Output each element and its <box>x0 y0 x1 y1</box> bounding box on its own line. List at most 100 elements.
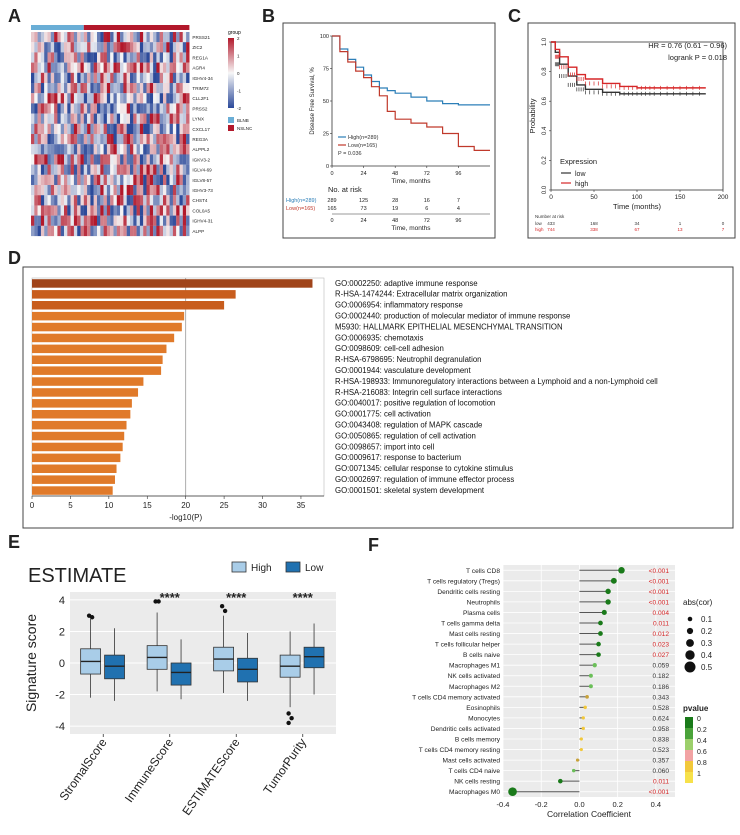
heatmap-cell <box>83 134 88 145</box>
heatmap-cell <box>97 154 101 165</box>
heatmap-cell <box>37 42 41 53</box>
heatmap-cell <box>40 174 45 186</box>
heatmap-cell <box>70 174 74 186</box>
heatmap-cell <box>136 32 140 43</box>
heatmap-cell <box>133 123 137 135</box>
heatmap-cell <box>113 93 117 104</box>
heatmap-cell <box>50 72 55 84</box>
cell-type-label: T cells regulatory (Tregs) <box>427 578 500 585</box>
heatmap-cell <box>176 52 180 63</box>
heatmap-cell <box>186 185 190 196</box>
colorbar-tick: 2 <box>237 36 240 41</box>
heatmap-cell <box>54 62 58 73</box>
risk-value: 338 <box>590 227 598 232</box>
heatmap-cell <box>186 42 190 53</box>
heatmap-cell <box>172 72 177 84</box>
cell-type-label: T cells follicular helper <box>435 642 501 649</box>
heatmap-cell <box>186 123 190 135</box>
risk-value: 67 <box>634 227 640 232</box>
heatmap-cell <box>120 52 124 63</box>
heatmap-cell <box>136 72 140 84</box>
heatmap-cell <box>110 32 114 43</box>
heatmap-cell <box>182 225 187 237</box>
heatmap-cell <box>133 205 137 216</box>
heatmap-cell <box>80 32 84 43</box>
cell-type-label: Macrophages M1 <box>449 663 500 670</box>
heatmap-cell <box>139 195 144 206</box>
heatmap-cell <box>116 205 121 216</box>
term-label: GO:0006935: chemotaxis <box>335 333 424 342</box>
heatmap-cell <box>149 144 154 155</box>
heatmap-cell <box>120 42 124 53</box>
panel-b-curves <box>332 35 490 151</box>
heatmap-cell <box>67 72 71 84</box>
heatmap-cell <box>90 42 94 53</box>
heatmap-cell <box>139 144 144 155</box>
heatmap-cell <box>116 72 121 84</box>
heatmap-cell <box>116 185 121 196</box>
lollipop-dot <box>558 778 563 784</box>
heatmap-cell <box>113 113 117 124</box>
heatmap-cell <box>166 103 170 114</box>
heatmap-cell <box>77 103 81 114</box>
risk-axis-tick: 0 <box>330 218 333 224</box>
heatmap-cell <box>67 205 71 216</box>
heatmap-cell <box>169 225 173 237</box>
heatmap-cell <box>176 93 180 104</box>
heatmap-cell <box>136 123 140 135</box>
heatmap-cell <box>80 72 84 84</box>
heatmap-cell <box>106 205 111 216</box>
heatmap-cell <box>77 42 81 53</box>
heatmap-cell <box>113 144 117 155</box>
heatmap-cell <box>70 72 74 84</box>
group-annotation-bar <box>31 25 190 30</box>
heatmap-cell <box>159 225 164 237</box>
heatmap-cell <box>136 185 140 196</box>
heatmap-cell <box>60 215 65 226</box>
heatmap-cell <box>106 215 111 226</box>
heatmap-cell <box>163 215 167 226</box>
term-label: GO:0002440: production of molecular medi… <box>335 312 570 321</box>
heatmap-cell <box>67 195 71 206</box>
y-tick-label: 75 <box>323 67 329 73</box>
heatmap-cell <box>44 32 48 43</box>
heatmap-cell <box>116 42 121 53</box>
heatmap-cell <box>153 32 157 43</box>
heatmap-cell <box>172 154 177 165</box>
heatmap-cell <box>37 62 41 73</box>
heatmap-cell <box>67 185 71 196</box>
heatmap-cell <box>90 185 94 196</box>
heatmap-cell <box>83 164 88 175</box>
heatmap-cell <box>166 123 170 135</box>
heatmap-cell <box>47 164 51 175</box>
heatmap-cell <box>97 62 101 73</box>
heatmap-cell <box>126 52 131 63</box>
gene-label: COL0A5 <box>192 208 210 213</box>
colorbar: 2 1 0 -1 -2 <box>228 36 241 111</box>
heatmap-cell <box>159 215 164 226</box>
heatmap-cell <box>31 205 35 216</box>
enrichment-bar <box>32 301 225 310</box>
heatmap-cell <box>60 93 65 104</box>
heatmap-cell <box>163 42 167 53</box>
heatmap-cell <box>163 123 167 135</box>
heatmap-cell <box>73 72 78 84</box>
heatmap-cell <box>40 93 45 104</box>
heatmap-cell <box>149 154 154 165</box>
risk-row-label: low <box>535 221 543 226</box>
size-legend-label: 0.5 <box>701 663 713 672</box>
gene-label: AGR4 <box>192 66 205 71</box>
heatmap-cell <box>169 154 173 165</box>
heatmap-cell <box>40 195 45 206</box>
heatmap-cell <box>136 103 140 114</box>
heatmap-cell <box>153 205 157 216</box>
heatmap-cell <box>57 185 61 196</box>
heatmap-cell <box>186 113 190 124</box>
heatmap-cell <box>143 103 147 114</box>
heatmap-cell <box>54 134 58 145</box>
heatmap-cell <box>186 195 190 206</box>
heatmap-cell <box>156 215 160 226</box>
heatmap-cell <box>139 72 144 84</box>
risk-axis-tick: 72 <box>424 218 430 224</box>
heatmap-cell <box>97 42 101 53</box>
